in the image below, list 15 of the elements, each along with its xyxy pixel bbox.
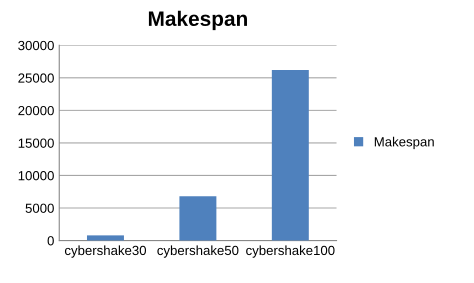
bar <box>179 196 216 241</box>
y-tick-label: 5000 <box>26 204 54 213</box>
bar <box>272 70 309 241</box>
y-tick-label: 0 <box>48 236 54 246</box>
x-tick-label: cybershake100 <box>246 245 335 258</box>
chart-title: Makespan <box>148 10 247 30</box>
y-tick-label: 25000 <box>18 73 54 83</box>
y-tick-label: 15000 <box>18 138 54 148</box>
bar <box>86 235 124 241</box>
x-tick-label: cybershake30 <box>64 245 146 258</box>
x-tick-label: cybershake50 <box>157 245 238 258</box>
legend-label: Makespan <box>374 136 434 150</box>
y-tick-label: 10000 <box>18 171 54 180</box>
y-tick-label: 20000 <box>18 106 54 116</box>
y-tick-label: 30000 <box>18 40 54 50</box>
